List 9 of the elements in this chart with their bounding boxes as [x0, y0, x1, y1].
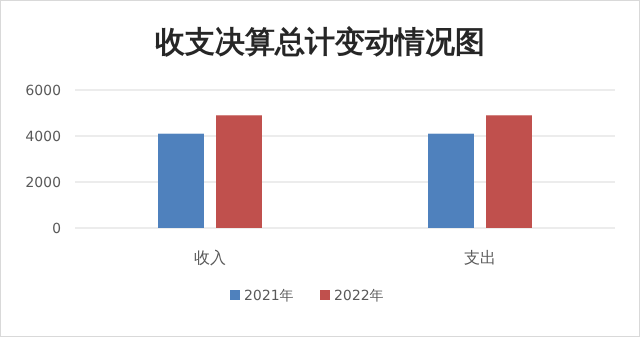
- y-tick-label: 6000: [25, 83, 61, 99]
- y-tick-label: 0: [52, 221, 61, 237]
- x-tick-label: 收入: [194, 248, 226, 267]
- legend-label: 2021年: [244, 288, 294, 304]
- y-tick-label: 2000: [25, 175, 61, 191]
- legend-label: 2022年: [334, 288, 384, 304]
- x-tick-label: 支出: [464, 248, 496, 267]
- chart-title: 收支决算总计变动情况图: [155, 25, 485, 60]
- y-tick-label: 4000: [25, 129, 61, 145]
